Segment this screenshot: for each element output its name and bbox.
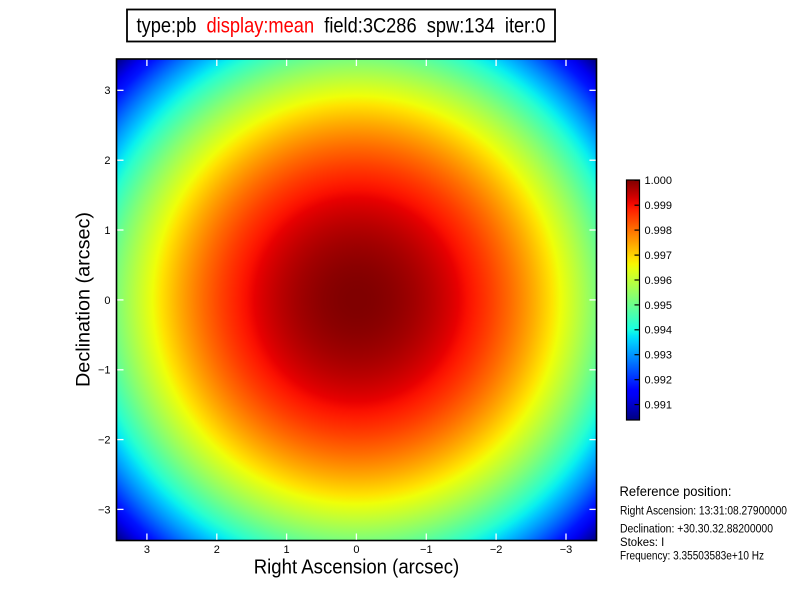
svg-text:0.995: 0.995 (645, 300, 673, 312)
svg-text:3: 3 (104, 85, 110, 97)
svg-text:−3: −3 (98, 504, 111, 516)
svg-text:−2: −2 (490, 544, 503, 556)
svg-text:1.000: 1.000 (645, 175, 673, 187)
svg-text:0: 0 (104, 295, 110, 307)
svg-text:0.993: 0.993 (645, 350, 673, 362)
svg-text:0: 0 (353, 544, 359, 556)
svg-text:Reference position:: Reference position: (620, 484, 732, 499)
svg-text:1: 1 (284, 544, 290, 556)
svg-text:Declination (arcsec): Declination (arcsec) (73, 212, 95, 387)
svg-text:−2: −2 (98, 435, 111, 447)
svg-text:0.991: 0.991 (645, 400, 673, 412)
svg-text:type:pb display:mean field:3: type:pb display:mean field:3C286 spw:134… (137, 13, 546, 37)
svg-text:3: 3 (144, 544, 150, 556)
svg-text:2: 2 (214, 544, 220, 556)
svg-text:0.992: 0.992 (645, 375, 673, 387)
svg-text:−1: −1 (98, 365, 111, 377)
svg-text:Declination: +30.30.32.8820000: Declination: +30.30.32.88200000 (620, 521, 773, 535)
svg-text:0.994: 0.994 (645, 325, 673, 337)
svg-text:0.996: 0.996 (645, 275, 673, 287)
svg-text:Right Ascension (arcsec): Right Ascension (arcsec) (254, 557, 460, 579)
svg-text:Right Ascension: 13:31:08.2790: Right Ascension: 13:31:08.27900000 (620, 503, 787, 517)
svg-text:−1: −1 (420, 544, 433, 556)
svg-text:0.998: 0.998 (645, 225, 673, 237)
svg-text:0.999: 0.999 (645, 200, 673, 212)
svg-text:Stokes: I: Stokes: I (620, 535, 664, 549)
svg-text:0.997: 0.997 (645, 250, 673, 262)
svg-text:−3: −3 (560, 544, 573, 556)
svg-text:2: 2 (104, 155, 110, 167)
svg-text:1: 1 (104, 225, 110, 237)
svg-text:Frequency: 3.35503583e+10 Hz: Frequency: 3.35503583e+10 Hz (620, 549, 764, 563)
